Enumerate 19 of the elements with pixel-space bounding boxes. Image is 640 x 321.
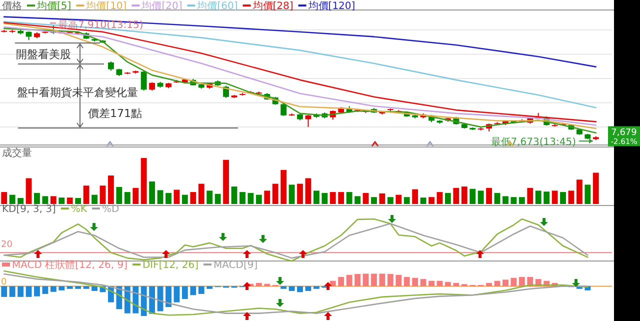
chart-title: 價格 xyxy=(2,0,22,12)
legend-label: %K xyxy=(70,204,88,215)
legend-label: %D xyxy=(102,204,120,215)
legend-label: MACD 柱狀體[12, 26, 9] xyxy=(12,259,128,271)
legend-label: 均價[5] xyxy=(36,0,72,12)
legend-label: DIF[12, 26] xyxy=(142,260,199,271)
legend-label: 均價[28] xyxy=(252,0,294,12)
legend-label: 均價[60] xyxy=(196,0,238,12)
legend-label: MACD[9] xyxy=(214,260,258,271)
annotation: 開盤看美股 xyxy=(16,48,71,61)
annotation: 7,679 xyxy=(611,128,638,138)
chart-title: 成交量 xyxy=(2,147,32,159)
chart-title: KD[9, 3, 3] xyxy=(2,204,56,215)
legend-label: 均價[20] xyxy=(140,0,182,12)
annotation: 20 xyxy=(1,240,13,250)
legend-label: 均價[10] xyxy=(85,0,127,12)
legend-label: 均價[120] xyxy=(307,0,356,12)
ref-line-label: 0 xyxy=(1,278,7,288)
annotation: 價差171點 xyxy=(88,107,142,120)
